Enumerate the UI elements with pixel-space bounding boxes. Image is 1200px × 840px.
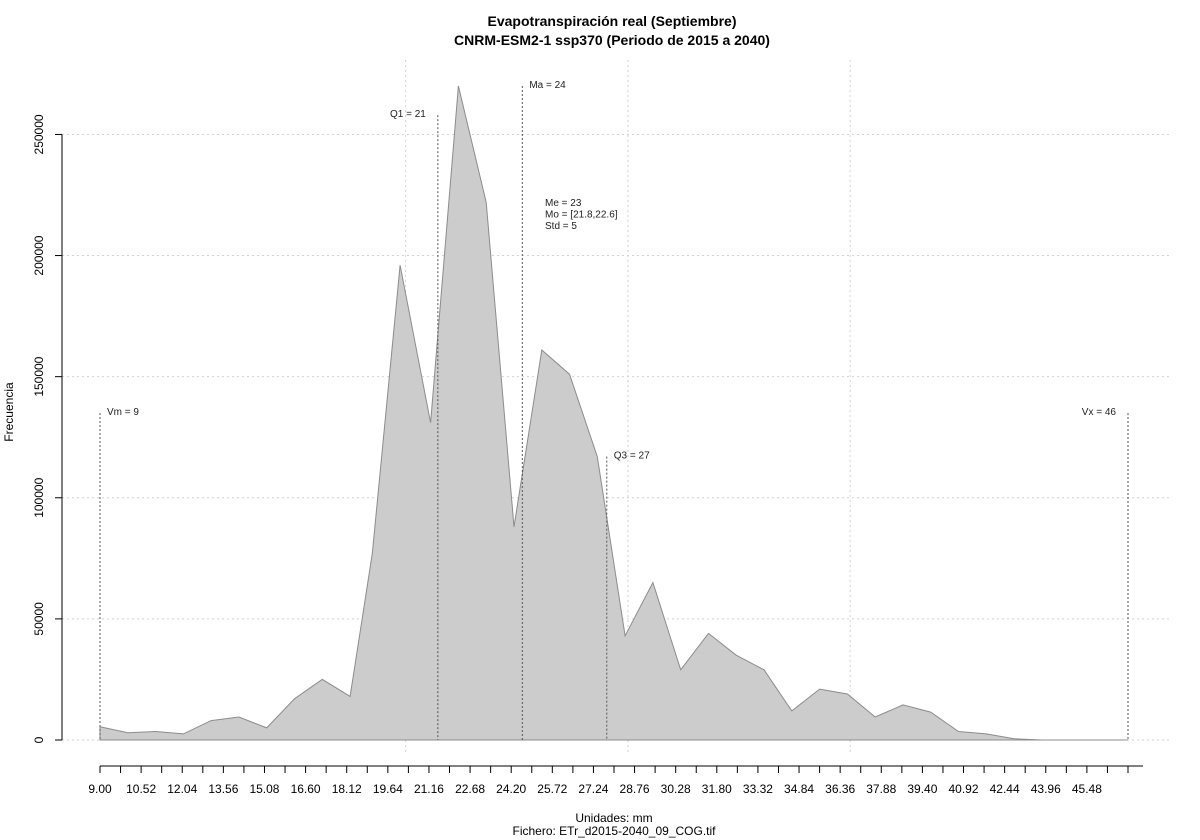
file-label: Fichero: ETr_d2015-2040_09_COG.tif — [513, 824, 717, 838]
marker-label: Vm = 9 — [107, 407, 139, 418]
y-tick-label: 250000 — [32, 114, 46, 154]
frequency-area — [99, 85, 1128, 741]
stat-label: Me = 23 — [545, 198, 582, 209]
chart-title: Evapotranspiración real (Septiembre) — [488, 13, 737, 29]
x-tick-label: 21.16 — [414, 782, 444, 796]
y-tick-label: 100000 — [32, 477, 46, 517]
x-tick-label: 45.48 — [1072, 782, 1102, 796]
x-tick-label: 36.36 — [825, 782, 855, 796]
x-tick-label: 42.44 — [990, 782, 1020, 796]
x-tick-label: 13.56 — [208, 782, 238, 796]
stat-markers: Vm = 9 Q1 = 21 Ma = 24 Q3 = 27 Vx = 46 — [99, 80, 1129, 740]
marker-label: Vx = 46 — [1082, 407, 1117, 418]
marker-label: Q1 = 21 — [390, 109, 426, 120]
y-tick-label: 50000 — [32, 602, 46, 636]
marker-label: Ma = 24 — [529, 80, 566, 91]
x-tick-label: 33.32 — [743, 782, 773, 796]
y-tick-label: 0 — [32, 736, 46, 743]
x-tick-label: 39.40 — [907, 782, 937, 796]
chart-subtitle: CNRM-ESM2-1 ssp370 (Periodo de 2015 a 20… — [454, 32, 770, 48]
y-tick-label: 150000 — [32, 356, 46, 396]
x-tick-label: 9.00 — [88, 782, 112, 796]
y-axis: 0 50000 100000 150000 200000 250000 — [32, 114, 63, 743]
stat-label: Mo = [21.8,22.6] — [545, 210, 618, 221]
stat-label: Std = 5 — [545, 221, 577, 232]
x-tick-label: 24.20 — [496, 782, 526, 796]
x-tick-label: 27.24 — [578, 782, 608, 796]
x-tick-label: 37.88 — [866, 782, 896, 796]
x-tick-label: 15.08 — [249, 782, 279, 796]
marker-label: Q3 = 27 — [614, 451, 650, 462]
x-tick-label: 40.92 — [949, 782, 979, 796]
x-tick-label: 22.68 — [455, 782, 485, 796]
x-axis-label: Unidades: mm — [575, 811, 652, 825]
y-tick-label: 200000 — [32, 235, 46, 275]
x-axis: 9.00 10.52 12.04 13.56 15.08 16.60 18.12 19.64 2… — [88, 765, 1143, 796]
x-tick-label: 12.04 — [167, 782, 197, 796]
x-tick-label: 10.52 — [126, 782, 156, 796]
x-tick-label: 25.72 — [537, 782, 567, 796]
area-series — [99, 85, 1128, 741]
y-axis-label: Frecuencia — [2, 382, 16, 442]
x-tick-label: 28.76 — [620, 782, 650, 796]
x-tick-label: 34.84 — [784, 782, 814, 796]
x-tick-label: 30.28 — [661, 782, 691, 796]
x-tick-label: 16.60 — [291, 782, 321, 796]
x-tick-label: 43.96 — [1031, 782, 1061, 796]
x-tick-label: 18.12 — [332, 782, 362, 796]
x-tick-label: 31.80 — [702, 782, 732, 796]
x-tick-label: 19.64 — [373, 782, 403, 796]
